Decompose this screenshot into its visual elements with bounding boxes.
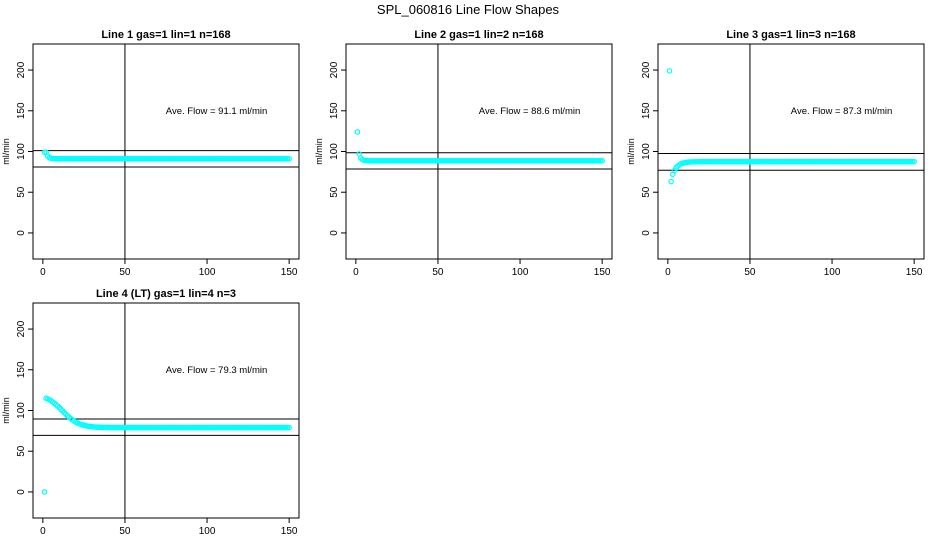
y-tick-label: 50 <box>16 186 27 198</box>
panel-title: Line 2 gas=1 lin=2 n=168 <box>414 29 543 41</box>
panel-title: Line 4 (LT) gas=1 lin=4 n=3 <box>96 288 236 300</box>
x-tick-label: 100 <box>199 267 216 278</box>
y-tick-label: 100 <box>16 143 27 160</box>
x-tick-label: 0 <box>40 267 46 278</box>
panel-2: Line 2 gas=1 lin=2 n=168 0 50 100 150 0 50 100 1… <box>314 29 613 278</box>
y-tick-label: 0 <box>329 230 340 236</box>
y-tick-label: 50 <box>641 186 652 198</box>
panel-3: Line 3 gas=1 lin=3 n=168 0 50 100 150 0 50 100 1… <box>626 29 925 278</box>
x-tick-label: 100 <box>512 267 529 278</box>
y-tick-label: 100 <box>16 402 27 419</box>
plot-frame <box>345 43 613 260</box>
data-series <box>666 68 917 185</box>
panel-title: Line 3 gas=1 lin=3 n=168 <box>726 29 855 41</box>
data-point <box>911 158 917 165</box>
data-point <box>354 129 361 135</box>
y-tick-label: 200 <box>329 61 340 78</box>
panel-4: Line 4 (LT) gas=1 lin=4 n=3 0 50 100 150 0 50 1… <box>1 288 300 537</box>
x-tick-label: 50 <box>744 267 756 278</box>
data-point <box>41 489 48 495</box>
x-tick-label: 150 <box>594 267 611 278</box>
average-flow-annotation: Ave. Flow = 79.3 ml/min <box>166 365 267 376</box>
y-tick-label: 200 <box>16 61 27 78</box>
data-series <box>41 149 292 162</box>
x-tick-label: 50 <box>119 526 131 537</box>
y-tick-label: 200 <box>641 61 652 78</box>
y-axis-label: ml/min <box>1 397 11 424</box>
average-flow-annotation: Ave. Flow = 91.1 ml/min <box>166 106 267 117</box>
x-tick-label: 150 <box>281 526 298 537</box>
average-flow-annotation: Ave. Flow = 87.3 ml/min <box>791 106 892 117</box>
panels: Line 1 gas=1 lin=1 n=168 0 50 100 150 0 50 100 1… <box>1 29 925 537</box>
plot-frame <box>32 302 300 519</box>
y-tick-label: 150 <box>16 361 27 378</box>
x-tick-label: 50 <box>119 267 131 278</box>
y-tick-label: 150 <box>16 102 27 119</box>
average-flow-annotation: Ave. Flow = 88.6 ml/min <box>479 106 580 117</box>
x-tick-label: 50 <box>432 267 444 278</box>
data-series <box>41 395 292 495</box>
y-tick-label: 100 <box>641 143 652 160</box>
y-axis-label: ml/min <box>626 138 636 165</box>
y-tick-label: 0 <box>641 230 652 236</box>
y-tick-label: 150 <box>329 102 340 119</box>
x-tick-label: 100 <box>824 267 841 278</box>
panel-title: Line 1 gas=1 lin=1 n=168 <box>101 29 230 41</box>
x-tick-label: 100 <box>199 526 216 537</box>
data-point <box>599 157 605 164</box>
x-tick-label: 0 <box>353 267 359 278</box>
plot-frame <box>657 43 925 260</box>
y-tick-label: 0 <box>16 230 27 236</box>
y-tick-label: 100 <box>329 143 340 160</box>
data-point <box>286 424 292 431</box>
y-tick-label: 150 <box>641 102 652 119</box>
data-point <box>286 155 292 162</box>
y-tick-label: 0 <box>16 489 27 495</box>
data-series <box>354 129 605 164</box>
figure-title: SPL_060816 Line Flow Shapes <box>377 2 560 17</box>
data-point <box>668 178 674 185</box>
y-axis-label: ml/min <box>314 138 324 165</box>
x-tick-label: 0 <box>665 267 671 278</box>
x-tick-label: 150 <box>906 267 923 278</box>
x-tick-label: 0 <box>40 526 46 537</box>
panel-1: Line 1 gas=1 lin=1 n=168 0 50 100 150 0 50 100 1… <box>1 29 300 278</box>
y-axis-label: ml/min <box>1 138 11 165</box>
x-tick-label: 150 <box>281 267 298 278</box>
y-tick-label: 200 <box>16 320 27 337</box>
y-tick-label: 50 <box>329 186 340 198</box>
data-point <box>666 68 673 74</box>
y-tick-label: 50 <box>16 445 27 457</box>
plot-frame <box>32 43 300 260</box>
